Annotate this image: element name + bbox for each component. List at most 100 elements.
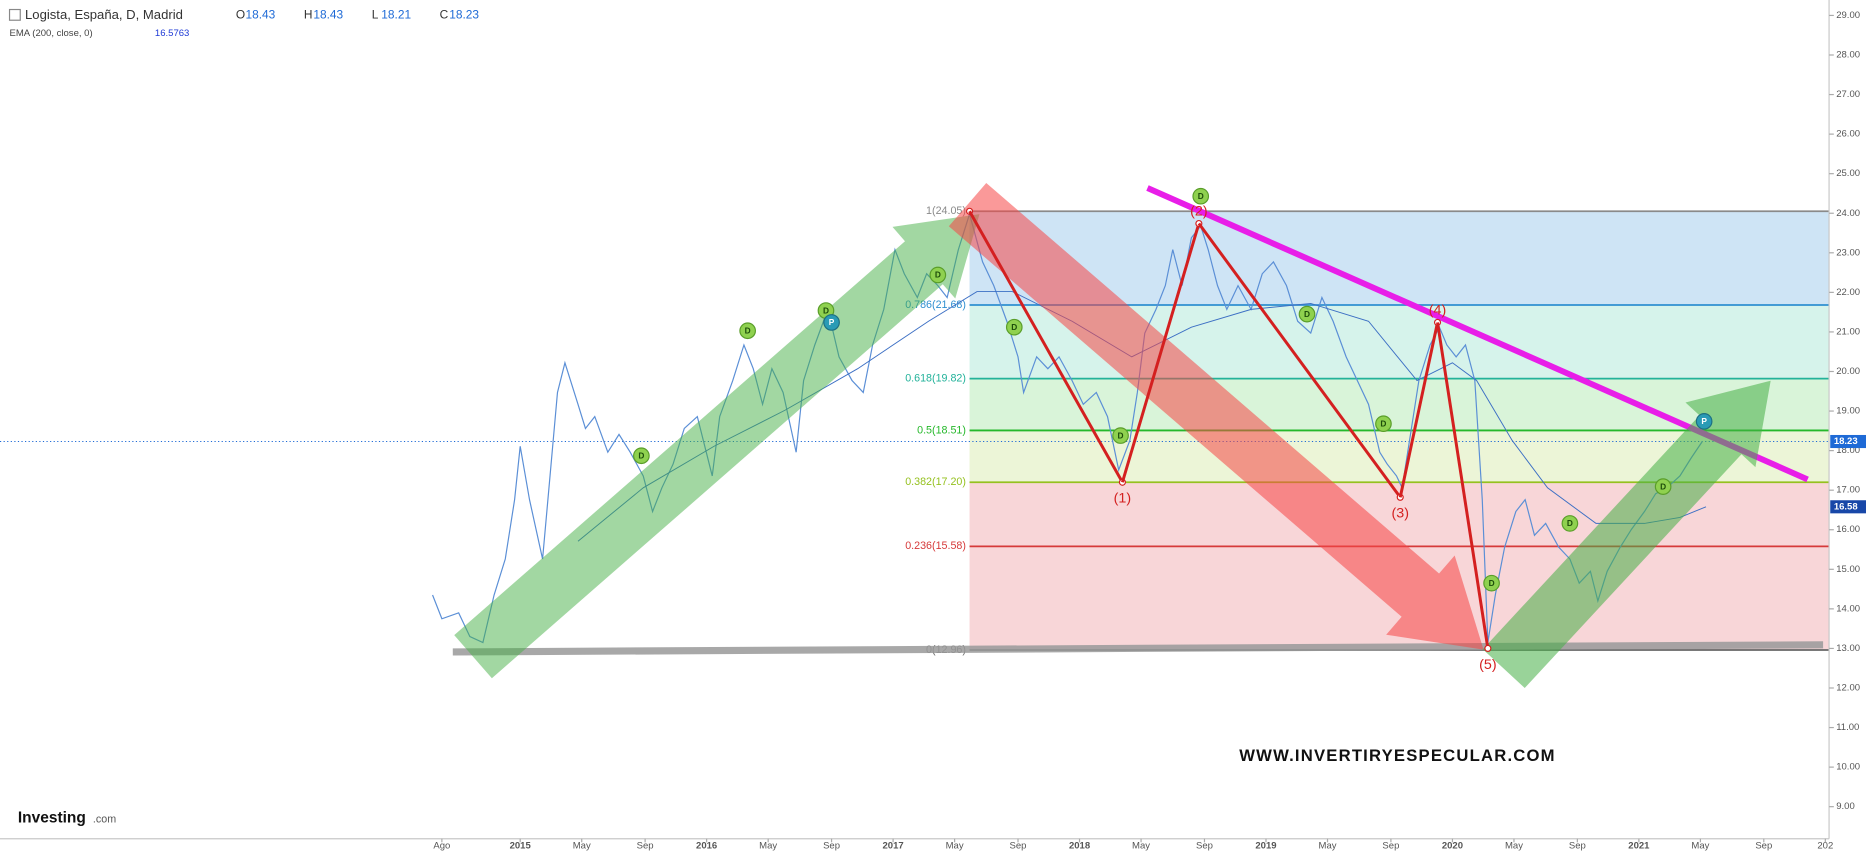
fib-zone — [969, 211, 1830, 306]
arrow — [948, 182, 1484, 650]
logo-suffix: .com — [93, 814, 116, 826]
event-marker-label: D — [935, 270, 941, 280]
wave-label: (4) — [1429, 302, 1446, 318]
y-tick-label: 11.00 — [1836, 722, 1859, 733]
logo: Investing — [18, 810, 86, 827]
x-tick-label: 2021 — [1628, 840, 1650, 851]
event-marker — [1695, 413, 1713, 430]
y-tick-label: 9.00 — [1836, 801, 1855, 812]
arrow — [454, 214, 980, 679]
price-tag-label: 16.58 — [1834, 501, 1858, 512]
event-marker-label: D — [1198, 191, 1204, 201]
x-tick-label: May — [1132, 840, 1150, 851]
x-tick-label: May — [1691, 840, 1709, 851]
x-tick-label: May — [1505, 840, 1523, 851]
x-tick-label: Ago — [433, 840, 450, 851]
ohlc-label: H — [304, 8, 313, 22]
fib-label: 0.786(21.68) — [905, 299, 966, 311]
y-tick-label: 25.00 — [1836, 168, 1860, 179]
event-marker — [1112, 427, 1129, 444]
event-marker — [1483, 574, 1500, 592]
y-tick-label: 27.00 — [1836, 89, 1860, 100]
fib-label: 0.618(19.82) — [905, 372, 966, 384]
y-tick-label: 20.00 — [1836, 366, 1860, 377]
y-tick-label: 22.00 — [1836, 287, 1860, 298]
event-marker-label: D — [1567, 518, 1573, 528]
ohlc-label: L — [372, 8, 379, 22]
y-tick-label: 18.00 — [1836, 445, 1860, 456]
wave-segment — [968, 210, 1124, 483]
x-tick-label: Sep — [637, 840, 654, 851]
x-tick-label: 2018 — [1069, 840, 1090, 851]
y-tick-label: 26.00 — [1836, 129, 1860, 140]
y-tick-label: 10.00 — [1836, 762, 1860, 773]
event-marker-label: D — [1660, 481, 1666, 491]
wave-label: (1) — [1114, 491, 1131, 507]
event-marker — [823, 314, 840, 331]
event-marker — [1192, 187, 1210, 205]
ohlc-label: O — [236, 8, 245, 22]
event-marker-label: D — [638, 451, 644, 461]
event-marker-label: D — [1118, 430, 1124, 440]
x-tick-label: 2017 — [882, 840, 903, 851]
event-marker-label: D — [823, 305, 829, 315]
watermark: WWW.INVERTIRYESPECULAR.COM — [1239, 746, 1556, 765]
event-marker — [1654, 478, 1672, 495]
ohlc-value: 18.23 — [449, 8, 479, 22]
ema-value: 16.5763 — [155, 28, 189, 39]
y-tick-label: 17.00 — [1836, 485, 1860, 496]
wave-segment — [1436, 322, 1490, 649]
wave-segment — [1398, 322, 1439, 498]
x-tick-label: Sep — [1569, 840, 1586, 851]
event-marker-label: P — [1701, 416, 1707, 426]
wave-label: (5) — [1479, 657, 1496, 673]
y-tick-label: 24.00 — [1836, 208, 1860, 219]
y-tick-label: 13.00 — [1836, 643, 1860, 654]
collapse-icon[interactable] — [8, 8, 21, 21]
fib-label: 0.236(15.58) — [905, 540, 966, 552]
fib-label: 1(24.05) — [926, 205, 966, 217]
fib-zones — [969, 211, 1830, 651]
event-marker-label: P — [829, 317, 835, 327]
event-marker — [1005, 318, 1023, 336]
x-tick-label: Sep — [1196, 840, 1213, 851]
y-tick-label: 19.00 — [1836, 406, 1860, 417]
y-tick-label: 29.00 — [1836, 10, 1860, 21]
y-tick-label: 16.00 — [1836, 524, 1860, 535]
event-marker-label: D — [1304, 309, 1310, 319]
event-marker-label: D — [745, 326, 751, 336]
header: Logista, España, D, Madrid EMA (200, clo… — [8, 7, 189, 39]
ohlc-label: C — [440, 8, 449, 22]
y-tick-label: 15.00 — [1836, 564, 1860, 575]
x-tick-label: Sep — [1755, 840, 1772, 851]
x-tick-label: 2016 — [696, 840, 717, 851]
x-tick-label: May — [759, 840, 777, 851]
y-tick-label: 23.00 — [1836, 247, 1860, 258]
ema-name: EMA (200, close, 0) — [10, 28, 93, 39]
wave-point — [1484, 644, 1492, 652]
arrow — [1482, 380, 1771, 688]
x-tick-label: 2015 — [510, 840, 532, 851]
event-marker — [1375, 415, 1392, 433]
x-tick-label: 2020 — [1442, 840, 1463, 851]
y-tick-label: 21.00 — [1836, 326, 1860, 337]
wave-segment — [1120, 223, 1201, 483]
x-tick-label: May — [1319, 840, 1337, 851]
event-marker — [1298, 305, 1316, 323]
fib-label: 0.382(17.20) — [905, 476, 966, 488]
event-marker-label: D — [1380, 419, 1386, 429]
ohlc-value: 18.43 — [313, 8, 343, 22]
x-tick-label: Sep — [823, 840, 840, 851]
drawings — [452, 182, 1824, 688]
wave-label: (2) — [1190, 203, 1207, 219]
event-marker — [929, 266, 947, 284]
x-tick-label: May — [946, 840, 964, 851]
x-tick-label: 2019 — [1255, 840, 1276, 851]
support-line — [452, 641, 1824, 656]
y-tick-label: 28.00 — [1836, 50, 1860, 61]
x-tick-label: 202 — [1817, 840, 1833, 851]
event-marker-label: D — [1011, 322, 1017, 332]
